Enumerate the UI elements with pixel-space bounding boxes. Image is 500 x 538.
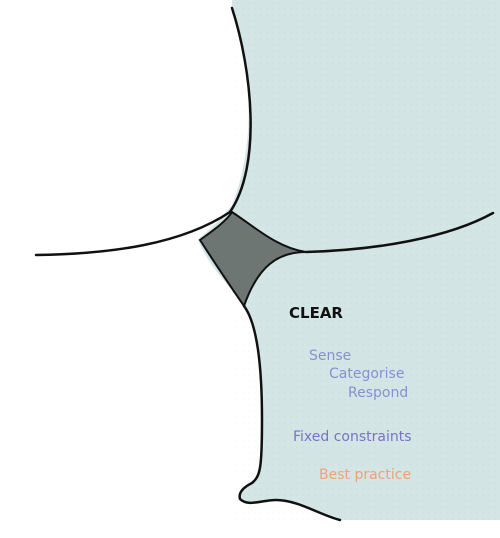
constraints-label: Fixed constraints <box>293 429 412 445</box>
domain-title: CLEAR <box>289 304 343 322</box>
disorder-region <box>198 210 307 309</box>
approach-sense: Sense <box>309 348 351 364</box>
practice-label: Best practice <box>319 467 411 483</box>
approach-categorise: Categorise <box>329 366 404 382</box>
boundary-left-curve <box>34 210 232 257</box>
boundary-right-curve <box>304 211 495 254</box>
boundary-bottom-curve <box>238 304 342 522</box>
approach-respond: Respond <box>348 385 408 401</box>
boundary-top-curve <box>228 6 252 214</box>
